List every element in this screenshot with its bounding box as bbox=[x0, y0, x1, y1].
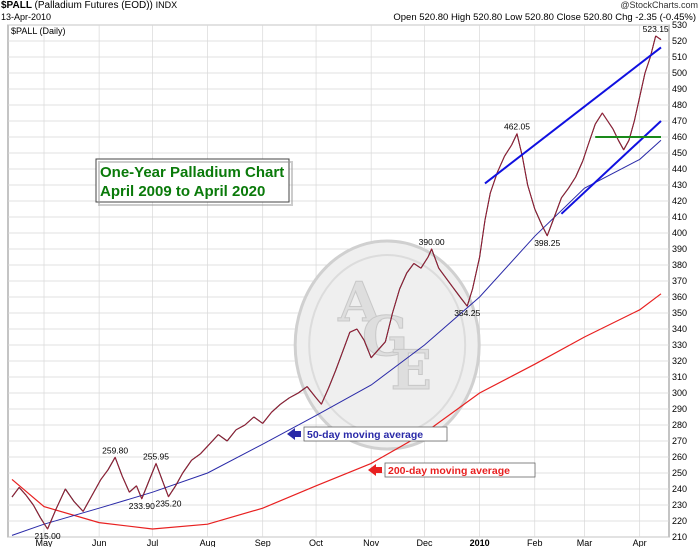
price-label: 259.80 bbox=[102, 445, 128, 455]
exchange: INDX bbox=[155, 0, 178, 10]
y-tick-label: 440 bbox=[672, 164, 687, 174]
x-tick-label: Aug bbox=[200, 538, 216, 547]
y-tick-label: 450 bbox=[672, 148, 687, 158]
y-tick-label: 390 bbox=[672, 244, 687, 254]
x-tick-label: Oct bbox=[309, 538, 324, 547]
y-tick-label: 340 bbox=[672, 324, 687, 334]
x-tick-label: Jun bbox=[92, 538, 107, 547]
y-tick-label: 480 bbox=[672, 100, 687, 110]
y-tick-label: 270 bbox=[672, 436, 687, 446]
price-label: 462.05 bbox=[504, 122, 530, 132]
y-tick-label: 380 bbox=[672, 260, 687, 270]
y-tick-label: 410 bbox=[672, 212, 687, 222]
annotation-line2: April 2009 to April 2020 bbox=[100, 183, 265, 200]
watermark-coin bbox=[293, 239, 481, 451]
x-tick-label: 2010 bbox=[470, 538, 490, 547]
x-tick-label: Sep bbox=[255, 538, 271, 547]
date-label: 13-Apr-2010 bbox=[1, 12, 52, 22]
y-tick-label: 400 bbox=[672, 228, 687, 238]
symbol-name: (Palladium Futures (EOD)) bbox=[34, 0, 153, 11]
price-label: 354.25 bbox=[454, 308, 480, 318]
price-label: 523.15 bbox=[643, 24, 669, 34]
y-tick-label: 470 bbox=[672, 116, 687, 126]
ma200-legend: 200-day moving average bbox=[368, 462, 536, 478]
x-tick-label: Mar bbox=[577, 538, 593, 547]
copyright-label: @StockCharts.com bbox=[620, 0, 698, 10]
ma50-legend-box bbox=[303, 426, 448, 442]
watermark-letter: E bbox=[391, 338, 432, 402]
y-tick-label: 220 bbox=[672, 516, 687, 526]
ma200-legend-text: 200-day moving average bbox=[388, 465, 510, 477]
y-tick-label: 500 bbox=[672, 68, 687, 78]
quote-line: Open 520.80 High 520.80 Low 520.80 Close… bbox=[393, 12, 696, 23]
x-tick-label: Apr bbox=[633, 538, 647, 547]
y-tick-label: 300 bbox=[672, 388, 687, 398]
y-tick-label: 510 bbox=[672, 52, 687, 62]
price-label: 233.90 bbox=[129, 501, 155, 511]
annotation-line1: One-Year Palladium Chart bbox=[100, 164, 284, 181]
y-tick-label: 350 bbox=[672, 308, 687, 318]
y-tick-label: 310 bbox=[672, 372, 687, 382]
x-tick-label: May bbox=[35, 538, 53, 547]
y-tick-label: 260 bbox=[672, 452, 687, 462]
annotation-shadow bbox=[98, 161, 293, 206]
annotation-rect bbox=[95, 158, 290, 203]
symbol: $PALL bbox=[1, 0, 32, 11]
price-label: 398.25 bbox=[534, 238, 560, 248]
annotation-box: One-Year Palladium Chart April 2009 to Ap… bbox=[95, 158, 293, 206]
ma200-legend-arrow bbox=[368, 464, 382, 476]
price-label: 215.00 bbox=[35, 531, 61, 541]
ma200-legend-box bbox=[384, 462, 536, 478]
ma50-legend-arrow bbox=[287, 428, 301, 440]
trendline-channel-upper bbox=[484, 46, 662, 185]
x-tick-label: Feb bbox=[527, 538, 543, 547]
ma50-legend: 50-day moving average bbox=[287, 426, 448, 442]
y-tick-label: 370 bbox=[672, 276, 687, 286]
y-tick-label: 250 bbox=[672, 468, 687, 478]
y-tick-label: 360 bbox=[672, 292, 687, 302]
y-tick-label: 330 bbox=[672, 340, 687, 350]
x-tick-label: Nov bbox=[363, 538, 380, 547]
y-tick-label: 520 bbox=[672, 36, 687, 46]
y-tick-label: 290 bbox=[672, 404, 687, 414]
y-tick-label: 210 bbox=[672, 532, 687, 542]
y-tick-label: 240 bbox=[672, 484, 687, 494]
ma50-legend-text: 50-day moving average bbox=[307, 429, 423, 441]
y-tick-label: 280 bbox=[672, 420, 687, 430]
y-tick-label: 460 bbox=[672, 132, 687, 142]
price-label: 235.20 bbox=[155, 499, 181, 509]
price-label: 390.00 bbox=[419, 237, 445, 247]
x-tick-label: Jul bbox=[147, 538, 159, 547]
y-tick-label: 530 bbox=[672, 20, 687, 30]
y-tick-label: 490 bbox=[672, 84, 687, 94]
x-tick-label: Dec bbox=[417, 538, 434, 547]
price-label: 255.95 bbox=[143, 451, 169, 461]
y-tick-label: 420 bbox=[672, 196, 687, 206]
symbol-label: $PALL (Palladium Futures (EOD)) INDX bbox=[1, 0, 177, 11]
y-tick-label: 430 bbox=[672, 180, 687, 190]
ma200-line bbox=[11, 293, 662, 530]
watermark-letter: G bbox=[362, 304, 408, 368]
y-tick-label: 320 bbox=[672, 356, 687, 366]
y-tick-label: 230 bbox=[672, 500, 687, 510]
ma50-line bbox=[11, 139, 662, 536]
price-line bbox=[11, 35, 662, 530]
watermark-letter: A bbox=[337, 270, 381, 334]
panel-label: $PALL (Daily) bbox=[11, 26, 66, 36]
